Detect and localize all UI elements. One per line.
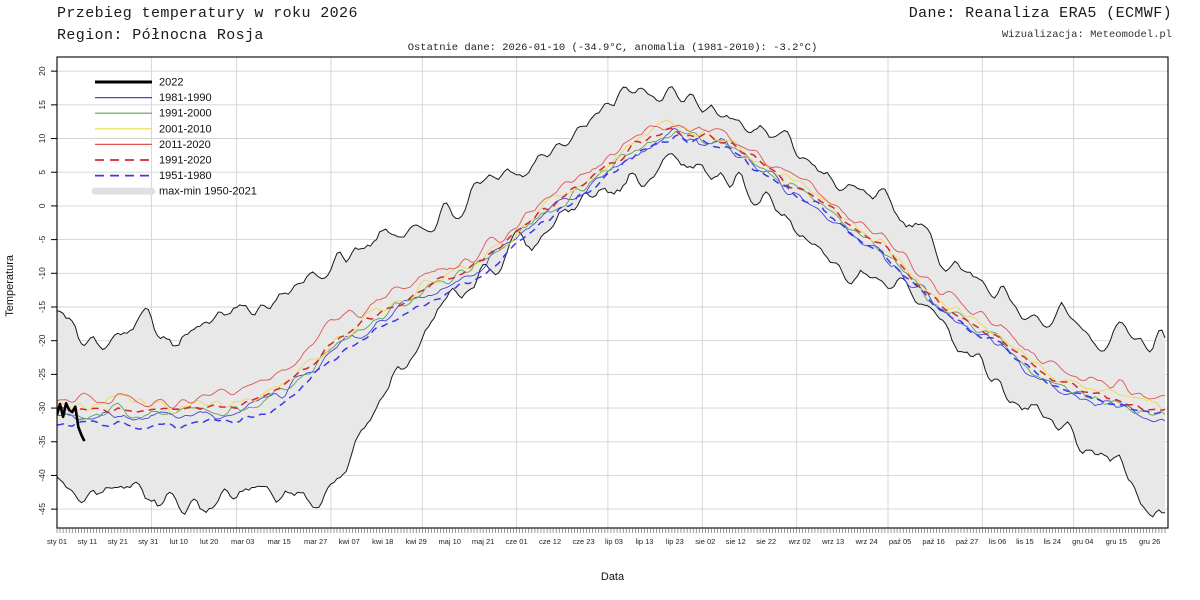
legend-label: 1991-2000 [159,108,212,120]
x-tick-label: kwi 18 [372,537,393,546]
x-tick-label: mar 15 [268,537,291,546]
series-line-1991-2000 [57,130,1166,420]
legend-label: 2022 [159,77,183,89]
x-tick-label: maj 10 [438,537,461,546]
legend-label: 2011-2020 [159,139,211,151]
legend-label: 1951-1980 [159,170,212,182]
series-line-2011-2020 [57,124,1166,409]
x-tick-label: sie 12 [726,537,746,546]
x-tick-label: gru 15 [1106,537,1127,546]
plot-area [57,85,1166,518]
x-tick-label: paź 05 [889,537,912,546]
x-tick-label: gru 04 [1072,537,1093,546]
x-tick-label: paź 16 [922,537,945,546]
x-tick-label: lip 23 [666,537,684,546]
x-tick-label: paź 27 [956,537,979,546]
x-tick-label: cze 23 [573,537,595,546]
legend-label: max-min 1950-2021 [159,186,257,198]
x-tick-label: sie 22 [756,537,776,546]
x-tick-label: lut 10 [170,537,188,546]
x-tick-label: sty 11 [78,537,97,546]
y-tick-label: -25 [37,368,47,381]
legend-label: 2001-2010 [159,123,212,135]
y-tick-label: 20 [37,66,47,76]
series-line-1951-1980 [57,134,1166,430]
y-tick-label: 0 [37,203,47,208]
x-tick-label: mar 03 [231,537,254,546]
x-tick-label: cze 12 [539,537,561,546]
page-title: Przebieg temperatury w roku 2026 [57,5,358,22]
legend-label: 1981-1990 [159,92,212,104]
max-min-band [57,86,1165,517]
x-tick-label: gru 26 [1139,537,1160,546]
x-tick-label: lip 13 [636,537,654,546]
y-tick-label: -35 [37,435,47,448]
x-tick-label: lis 15 [1016,537,1034,546]
x-tick-label: sty 21 [108,537,128,546]
band-max-line [57,85,1166,353]
x-axis-title: Data [600,571,625,583]
x-tick-label: wrz 24 [855,537,878,546]
y-tick-label: 5 [37,170,47,175]
series-line-1991-2020 [57,127,1166,414]
data-source-label: Dane: Reanaliza ERA5 (ECMWF) [908,5,1172,22]
plot-border [56,56,1169,529]
visualization-credit: Wizualizacja: Meteomodel.pl [1001,29,1172,41]
y-tick-label: -45 [37,503,47,516]
latest-data-subtitle: Ostatnie dane: 2026-01-10 (-34.9°C, anom… [407,42,818,54]
y-axis: 20 15 10 5 0 -5 -10 -15 -20 -25 -30 -35 -40 -45 [37,66,57,515]
y-tick-label: -40 [37,469,47,482]
x-tick-label: lis 24 [1044,537,1062,546]
series-line-2022 [57,402,86,442]
x-tick-label: wrz 13 [821,537,844,546]
region-subtitle: Region: Północna Rosja [57,27,264,44]
y-tick-label: 10 [37,134,47,144]
y-tick-label: -10 [37,267,47,280]
band-min-line [57,153,1165,518]
x-tick-label: lip 03 [605,537,623,546]
y-tick-label: -30 [37,402,47,415]
y-tick-label: -5 [37,236,47,244]
legend: 2022 1981-1990 1991-2000 2001-2010 2011-2020… [91,77,257,198]
x-tick-label: sty 31 [138,537,158,546]
x-axis: sty 01 sty 11 sty 21 sty 31 lut 10 lut 20 mar … [47,528,1166,546]
x-tick-label: sie 02 [695,537,715,546]
x-tick-label: cze 01 [506,537,528,546]
y-tick-label: 15 [37,100,47,110]
x-tick-label: wrz 02 [788,537,811,546]
x-tick-label: mar 27 [304,537,327,546]
x-tick-label: lis 06 [989,537,1007,546]
y-tick-label: -20 [37,334,47,347]
legend-label: 1991-2020 [159,155,212,167]
x-tick-label: maj 21 [472,537,495,546]
x-tick-label: sty 01 [47,537,67,546]
x-tick-label: kwi 07 [339,537,360,546]
y-tick-label: -15 [37,301,47,314]
x-tick-label: kwi 29 [406,537,427,546]
series-line-2001-2010 [57,119,1166,415]
x-tick-label: lut 20 [200,537,218,546]
